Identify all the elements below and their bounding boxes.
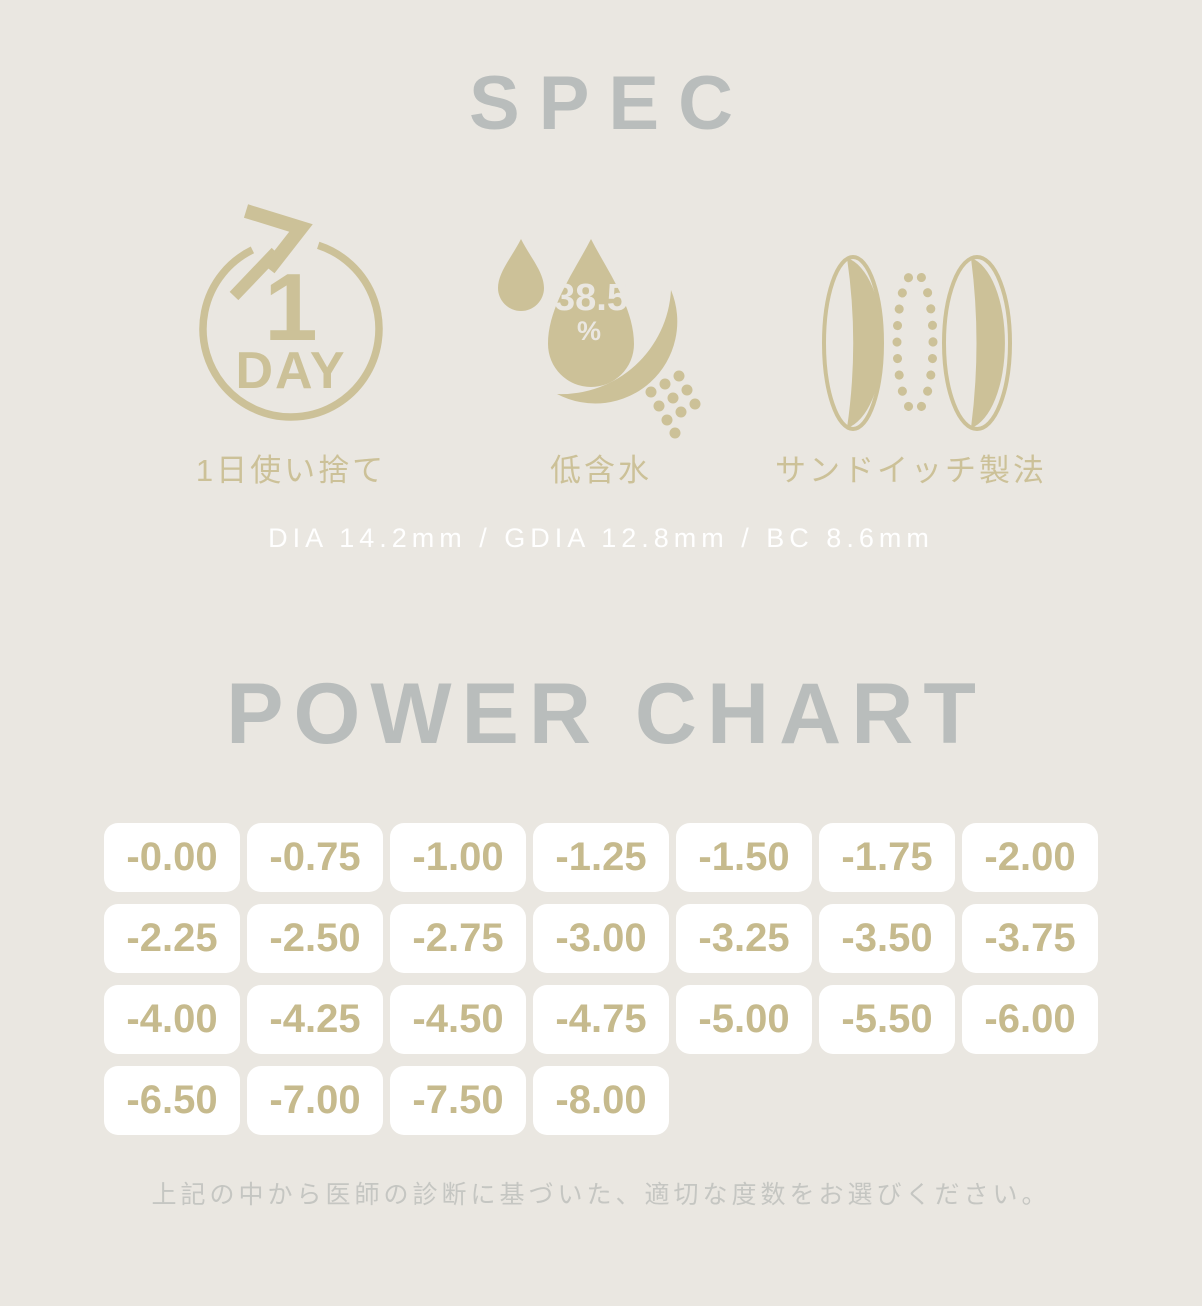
power-chart-note: 上記の中から医師の診断に基づいた、適切な度数をお選びください。: [151, 1181, 1051, 1209]
power-value-cell[interactable]: -3.00: [533, 904, 669, 973]
moisture-dots: [645, 370, 701, 439]
sandwich-lens-icon: [781, 197, 1041, 447]
lens-dimensions: DIA 14.2mm / GDIA 12.8mm / BC 8.6mm: [268, 523, 934, 553]
power-value-cell[interactable]: -7.50: [390, 1066, 526, 1135]
water-drop-icon: 38.5 %: [476, 197, 726, 447]
power-value-cell[interactable]: -0.00: [104, 823, 240, 892]
one-day-word: DAY: [235, 342, 346, 400]
power-value-cell[interactable]: -4.50: [390, 985, 526, 1054]
feature-label-one-day: 1日使い捨て: [195, 453, 387, 488]
power-value-cell[interactable]: -1.00: [390, 823, 526, 892]
power-value-cell[interactable]: -7.00: [247, 1066, 383, 1135]
feature-sandwich: サンドイッチ製法: [756, 197, 1066, 489]
power-value-cell[interactable]: -8.00: [533, 1066, 669, 1135]
power-value-cell[interactable]: -3.50: [819, 904, 955, 973]
power-value-cell[interactable]: -2.75: [390, 904, 526, 973]
power-grid: -0.00 -0.75 -1.00 -1.25 -1.50 -1.75 -2.00 -2.25…: [0, 823, 1202, 1135]
water-content-unit: %: [577, 316, 601, 346]
power-value-cell[interactable]: -2.25: [104, 904, 240, 973]
power-value-cell[interactable]: -4.25: [247, 985, 383, 1054]
power-value-cell[interactable]: -0.75: [247, 823, 383, 892]
power-value-cell[interactable]: -3.25: [676, 904, 812, 973]
power-value-cell[interactable]: -2.50: [247, 904, 383, 973]
power-value-cell[interactable]: -4.00: [104, 985, 240, 1054]
power-value-cell[interactable]: -6.00: [962, 985, 1098, 1054]
feature-label-low-water: 低含水: [550, 453, 652, 488]
feature-row: 1 DAY 1日使い捨て 38.5 %: [0, 197, 1202, 489]
feature-one-day: 1 DAY 1日使い捨て: [136, 197, 446, 489]
power-value-cell[interactable]: -1.25: [533, 823, 669, 892]
spec-section-title: SPEC: [469, 61, 752, 146]
power-value-cell[interactable]: -1.50: [676, 823, 812, 892]
feature-label-sandwich: サンドイッチ製法: [775, 453, 1047, 488]
power-value-cell[interactable]: -6.50: [104, 1066, 240, 1135]
power-value-cell[interactable]: -4.75: [533, 985, 669, 1054]
one-day-number: 1: [264, 254, 317, 361]
power-value-cell[interactable]: -1.75: [819, 823, 955, 892]
power-value-cell[interactable]: -3.75: [962, 904, 1098, 973]
dotted-layer: [892, 268, 938, 416]
power-value-cell[interactable]: -2.00: [962, 823, 1098, 892]
feature-low-water: 38.5 % 低含水: [446, 197, 756, 489]
power-chart-title: POWER CHART: [226, 666, 986, 762]
power-value-cell[interactable]: -5.00: [676, 985, 812, 1054]
water-content-value: 38.5: [554, 277, 628, 319]
one-day-cycle-icon: 1 DAY: [186, 197, 396, 447]
power-value-cell[interactable]: -5.50: [819, 985, 955, 1054]
